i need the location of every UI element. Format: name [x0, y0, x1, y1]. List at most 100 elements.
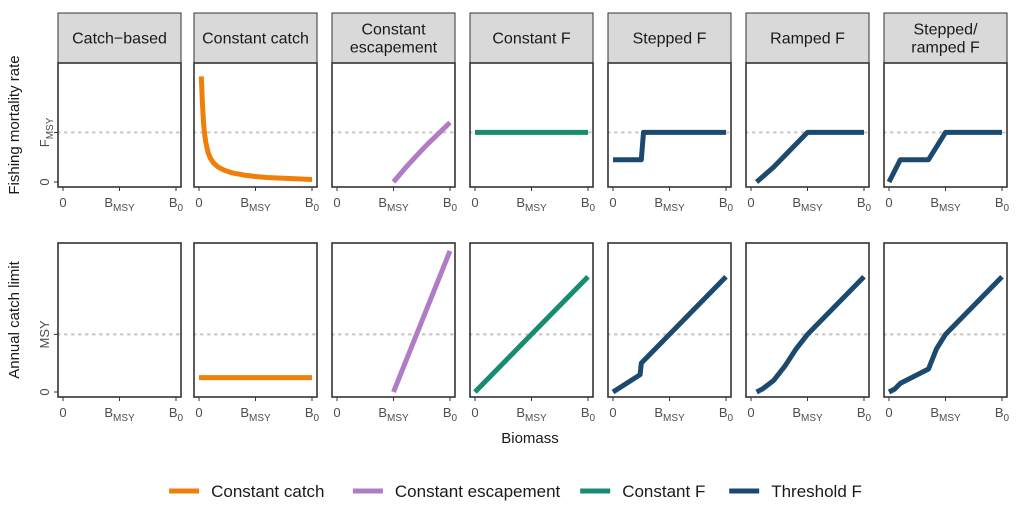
x-tick-label: B0: [995, 405, 1010, 424]
panel-frame: [331, 62, 456, 188]
x-tick-label: 0: [195, 405, 202, 420]
y-axis-title: Fishing mortality rate: [6, 55, 23, 194]
legend-label: Constant F: [622, 482, 705, 501]
series-line-threshold-f: [754, 129, 864, 184]
x-tick-label: B0: [719, 195, 734, 214]
y-tick-label: FMSY: [37, 117, 56, 147]
panel-frame: [607, 242, 732, 398]
x-tick-label: BMSY: [378, 405, 409, 424]
legend-item: Constant catch: [169, 482, 325, 501]
series-line-constant-escapement: [391, 249, 453, 393]
x-tick-label: BMSY: [930, 195, 961, 214]
x-tick-label: 0: [333, 405, 340, 420]
facet-label: ramped F: [911, 40, 980, 57]
x-tick-label: 0: [471, 405, 478, 420]
legend-label: Threshold F: [771, 482, 862, 501]
y-tick-label: 0: [37, 178, 52, 185]
x-tick-label: BMSY: [378, 195, 409, 214]
x-tick-label: B0: [719, 405, 734, 424]
x-tick-label: BMSY: [930, 405, 961, 424]
x-tick-label: BMSY: [792, 195, 823, 214]
panel-frame: [607, 62, 732, 188]
x-tick-label: BMSY: [240, 195, 271, 214]
x-tick-label: B0: [305, 405, 320, 424]
panel-frame: [883, 242, 1008, 398]
x-tick-label: B0: [581, 195, 596, 214]
series-line-threshold-f: [887, 275, 1004, 395]
panel-frame: [883, 62, 1008, 188]
y-tick-label: MSY: [37, 320, 52, 349]
x-tick-label: B0: [443, 195, 458, 214]
x-tick-label: B0: [169, 405, 184, 424]
facet-strip: [469, 12, 594, 64]
panel-frame: [745, 62, 870, 188]
x-tick-label: BMSY: [792, 405, 823, 424]
y-axis-title: Annual catch limit: [6, 260, 23, 378]
x-tick-label: 0: [885, 195, 892, 210]
series-lines: [198, 76, 1004, 395]
x-tick-label: B0: [581, 405, 596, 424]
legend-item: Threshold F: [729, 482, 862, 501]
x-tick-label: BMSY: [240, 405, 271, 424]
x-tick-label: B0: [443, 405, 458, 424]
x-tick-label: 0: [609, 195, 616, 210]
x-tick-label: BMSY: [516, 195, 547, 214]
x-tick-label: 0: [609, 405, 616, 420]
facet-label: Stepped F: [633, 31, 707, 48]
x-tick-label: B0: [857, 195, 872, 214]
facet-strip: [745, 12, 870, 64]
x-tick-label: 0: [59, 405, 66, 420]
panel-frame: [469, 242, 594, 398]
x-tick-label: 0: [471, 195, 478, 210]
facet-strip: [57, 12, 182, 64]
series-line-threshold-f: [613, 129, 726, 163]
x-tick-label: B0: [305, 195, 320, 214]
facet-label: Constant: [361, 22, 426, 39]
panel-frame: [57, 242, 182, 398]
panel-frame: [193, 242, 318, 398]
series-line-constant-f: [473, 275, 590, 394]
x-tick-label: B0: [857, 405, 872, 424]
panel-frame: [193, 62, 318, 188]
axis-ticks: 0 BMSY B0 0 BMSY B0 0 BMSY B0 0 BMSY B0 0 BMSY B0 0 BMSY…: [37, 117, 1010, 424]
facet-panels: [56, 62, 1009, 398]
x-tick-label: 0: [747, 405, 754, 420]
axis-titles: Fishing mortality rate Annual catch limit…: [6, 55, 559, 447]
facet-strips: Catch−based Constant catch Constantescapem…: [57, 12, 1008, 64]
x-tick-label: 0: [885, 405, 892, 420]
facet-strip: [193, 12, 318, 64]
panel-frame: [57, 62, 182, 188]
facet-label: Constant catch: [202, 31, 309, 48]
panel-frame: [469, 62, 594, 188]
panel-frame: [745, 242, 870, 398]
panel-frame: [331, 242, 456, 398]
x-tick-label: 0: [747, 195, 754, 210]
x-axis-title: Biomass: [501, 430, 559, 447]
series-line-threshold-f: [611, 275, 728, 395]
legend: Constant catch Constant escapement Constan…: [169, 482, 862, 501]
facet-label: Catch−based: [72, 31, 167, 48]
x-tick-label: BMSY: [654, 405, 685, 424]
x-tick-label: BMSY: [104, 195, 135, 214]
x-tick-label: BMSY: [654, 195, 685, 214]
x-tick-label: B0: [169, 195, 184, 214]
facet-strip: [331, 12, 456, 64]
series-line-threshold-f: [755, 275, 866, 395]
facet-label: Constant F: [492, 31, 570, 48]
legend-label: Constant catch: [211, 482, 324, 501]
x-tick-label: B0: [995, 195, 1010, 214]
series-line-constant-escapement: [391, 120, 452, 184]
x-tick-label: 0: [59, 195, 66, 210]
x-tick-label: BMSY: [104, 405, 135, 424]
legend-item: Constant F: [580, 482, 705, 501]
facet-label: Stepped/: [913, 22, 978, 39]
x-tick-label: BMSY: [516, 405, 547, 424]
legend-item: Constant escapement: [352, 482, 561, 501]
x-tick-label: 0: [195, 195, 202, 210]
facet-label: escapement: [350, 40, 438, 57]
series-line-constant-catch: [198, 76, 313, 182]
facet-label: Ramped F: [770, 31, 845, 48]
y-tick-label: 0: [37, 388, 52, 395]
series-line-threshold-f: [886, 129, 1002, 184]
